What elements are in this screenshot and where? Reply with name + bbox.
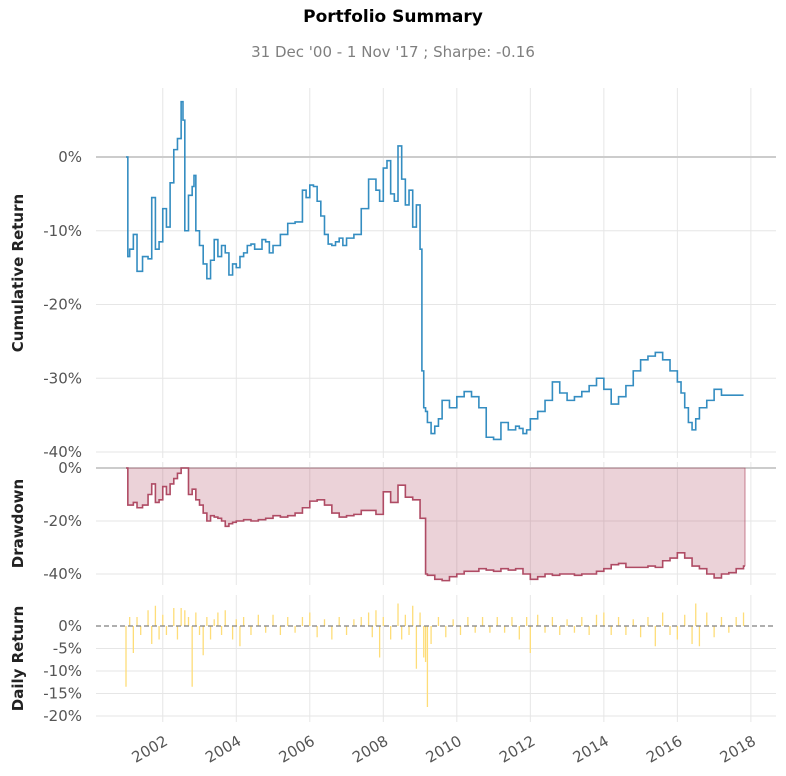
drawdown-area: [126, 467, 746, 582]
y-tick-label: -20%: [43, 707, 82, 725]
daily-return-panel: 0% -5% -10% -15% -20% Daily Return: [9, 595, 776, 725]
y-tick-label: -40%: [43, 565, 82, 583]
y-tick-label: -5%: [53, 640, 82, 658]
y-tick-label: -15%: [43, 685, 82, 703]
chart-subtitle: 31 Dec '00 - 1 Nov '17 ; Sharpe: -0.16: [251, 43, 535, 61]
x-tick-label: 2006: [276, 732, 318, 767]
x-tick-label: 2004: [202, 732, 244, 767]
drawdown-axis-label: Drawdown: [9, 479, 27, 568]
x-tick-label: 2002: [129, 732, 171, 767]
drawdown-line: [126, 467, 745, 582]
chart-title: Portfolio Summary: [303, 7, 483, 27]
cumulative-return-axis-label: Cumulative Return: [9, 194, 27, 352]
cumulative-return-panel: 0% -10% -20% -30% -40% Cumulative Return: [9, 88, 776, 461]
x-tick-label: 2008: [349, 732, 391, 767]
y-tick-label: 0%: [58, 617, 82, 635]
y-tick-label: -10%: [43, 662, 82, 680]
drawdown-panel: 0% -20% -40% Drawdown: [9, 459, 776, 585]
y-tick-label: -20%: [43, 296, 82, 314]
x-tick-label: 2016: [643, 732, 685, 767]
x-tick-label: 2018: [717, 732, 759, 767]
daily-return-axis-label: Daily Return: [9, 606, 27, 712]
x-tick-label: 2014: [570, 732, 612, 767]
cumulative-return-line: [126, 100, 744, 441]
y-tick-label: -30%: [43, 369, 82, 387]
x-tick-label: 2010: [423, 732, 465, 767]
x-tick-label: 2012: [496, 732, 538, 767]
y-tick-label: -10%: [43, 222, 82, 240]
y-tick-label: -40%: [43, 443, 82, 461]
y-tick-label: 0%: [58, 459, 82, 477]
y-tick-label: -20%: [43, 512, 82, 530]
y-tick-label: 0%: [58, 148, 82, 166]
